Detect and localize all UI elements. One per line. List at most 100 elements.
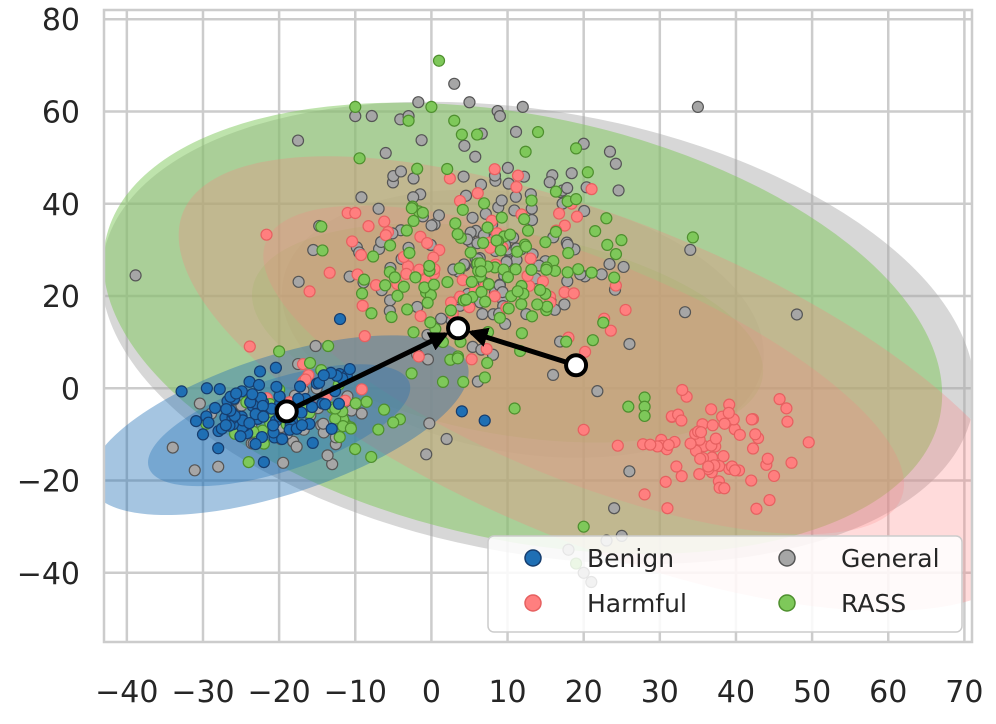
general-point [623, 465, 636, 478]
benign-point [270, 380, 283, 393]
benign-point [455, 405, 468, 418]
general-point [623, 337, 636, 351]
harmful-point [693, 468, 706, 481]
rass-point [409, 271, 422, 284]
general-point [355, 191, 368, 204]
harmful-point [781, 415, 794, 428]
rass-point [456, 203, 469, 216]
harmful-point [709, 432, 722, 445]
harmful-point [303, 285, 316, 298]
rass-point [493, 311, 506, 324]
harmful-point [728, 464, 742, 477]
rass-point [478, 371, 491, 384]
rass-point [349, 397, 362, 410]
general-point [790, 308, 803, 321]
general-point [379, 146, 392, 160]
harmful-point [420, 236, 434, 250]
rass-point [561, 266, 574, 279]
harmful-point [638, 488, 651, 501]
rass-point [525, 263, 538, 276]
rass-point [503, 228, 517, 241]
legend-label-rass: RASS [841, 589, 906, 618]
rass-point [464, 246, 477, 259]
rass-point [525, 310, 539, 323]
harmful-point [552, 207, 566, 220]
rass-point [358, 273, 371, 286]
benign-point [317, 369, 330, 382]
harmful-point [465, 353, 478, 366]
rass-point [479, 295, 492, 308]
y-tick-label: 40 [42, 188, 80, 223]
rass-point [511, 245, 524, 258]
harmful-point [471, 187, 484, 200]
rass-point [453, 262, 466, 275]
rass-point [615, 234, 628, 247]
rass-point [449, 217, 462, 230]
x-tick-label: 70 [945, 675, 983, 710]
general-point [561, 181, 574, 195]
legend-label-general: General [841, 544, 940, 573]
general-point [609, 157, 622, 170]
general-point [89, 426, 100, 437]
general-point [423, 417, 436, 430]
benign-point [319, 398, 332, 411]
harmful-point [746, 442, 760, 455]
harmful-point [694, 426, 708, 439]
rass-point [540, 300, 554, 313]
rass-point [494, 244, 507, 257]
centroid-arrows [285, 327, 577, 414]
benign-point [249, 437, 262, 451]
general-point [129, 269, 142, 282]
rass-point [367, 250, 380, 263]
harmful-point [675, 414, 688, 427]
rass-point [416, 206, 429, 219]
harmful-point [718, 482, 731, 495]
rass-point [407, 326, 420, 339]
benign-point [333, 312, 347, 326]
harmful-point [802, 436, 815, 449]
harmful-point [684, 437, 697, 450]
rass-point [315, 220, 328, 233]
rass-point [333, 430, 346, 444]
harmful-point [378, 215, 391, 228]
general-point [448, 77, 461, 90]
rass-point [534, 283, 547, 297]
harmful-point [662, 438, 675, 452]
benign-point [266, 419, 280, 432]
general-point [321, 449, 334, 462]
general-point [309, 339, 322, 353]
harmful-point [780, 402, 793, 415]
rass-point [474, 265, 488, 278]
general-point [565, 167, 578, 180]
rass-point [482, 278, 495, 291]
axis-ticks: −40 −30 −20 −10 0 10 20 30 40 50 60 70 −40 −20 0 20 40 60… [17, 3, 984, 710]
harmful-point [773, 393, 786, 406]
rass-point [349, 100, 362, 113]
general-point [457, 170, 470, 183]
rass-point [502, 302, 515, 315]
general-point [603, 257, 616, 271]
rass-point [519, 240, 533, 253]
general-point [415, 134, 428, 147]
rass-point [316, 244, 329, 257]
y-tick-label: 20 [42, 280, 80, 315]
rass-point [444, 304, 458, 317]
general-point [684, 243, 697, 256]
general-point [193, 397, 206, 410]
harmful-point [706, 419, 719, 432]
harmful-point [354, 248, 368, 262]
rass-point [531, 298, 544, 311]
general-point [612, 184, 625, 197]
harmful-point [644, 438, 657, 451]
benign-point [478, 414, 491, 427]
rass-point [622, 400, 635, 413]
general-point [425, 219, 438, 232]
benign-centroid [274, 399, 299, 424]
harmful-point [243, 340, 256, 353]
general-point [440, 432, 453, 446]
arrow-harmful-to-center [467, 327, 577, 368]
rass-point [481, 221, 494, 234]
rass-point [423, 259, 436, 273]
